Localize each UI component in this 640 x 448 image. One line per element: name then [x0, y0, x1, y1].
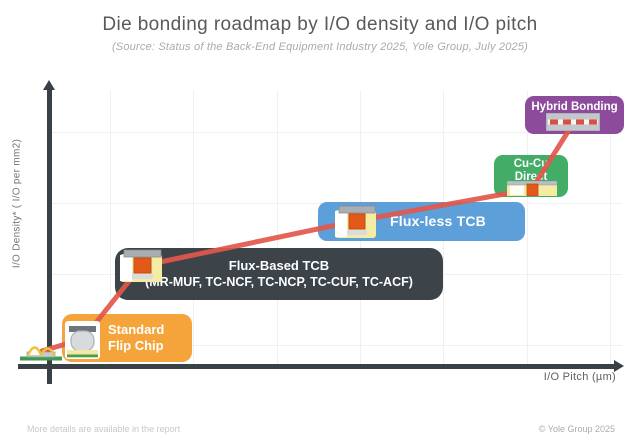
- stage-label: Standard Flip Chip: [108, 322, 165, 353]
- stage-box-standard-flip-chip: Standard Flip Chip: [62, 314, 192, 362]
- page-title: Die bonding roadmap by I/O density and I…: [102, 14, 538, 35]
- x-axis-label: I/O Pitch (µm): [543, 371, 616, 383]
- stage-label: Flux-less TCB: [390, 213, 486, 229]
- y-axis-arrow-icon: [43, 80, 55, 90]
- stage-label: Hybrid Bonding: [531, 101, 618, 113]
- wire-bond-icon: [20, 346, 62, 361]
- stage-box-flux-based-tcb: Flux-Based TCB (MR-MUF, TC-NCF, TC-NCP, …: [115, 248, 443, 300]
- stage-box-hybrid-bonding: Hybrid Bonding: [525, 96, 624, 134]
- y-axis-label: I/O Density* ( I/O per mm2): [11, 138, 23, 269]
- x-axis-line: [18, 364, 618, 369]
- gridline-v: [610, 90, 611, 364]
- x-axis-arrow-icon: [614, 360, 624, 372]
- stage-box-flux-less-tcb: Flux-less TCB: [318, 202, 525, 241]
- footer-note: More details are available in the report: [27, 424, 181, 434]
- page-subtitle: (Source: Status of the Back-End Equipmen…: [111, 41, 529, 53]
- stage-label: Cu-Cu Direct: [513, 158, 549, 183]
- y-axis-line: [47, 88, 52, 384]
- stage-label: Flux-Based TCB (MR-MUF, TC-NCF, TC-NCP, …: [145, 258, 413, 289]
- footer-copyright: © Yole Group 2025: [538, 424, 615, 434]
- stage-box-cu-cu-direct: Cu-Cu Direct: [494, 155, 568, 197]
